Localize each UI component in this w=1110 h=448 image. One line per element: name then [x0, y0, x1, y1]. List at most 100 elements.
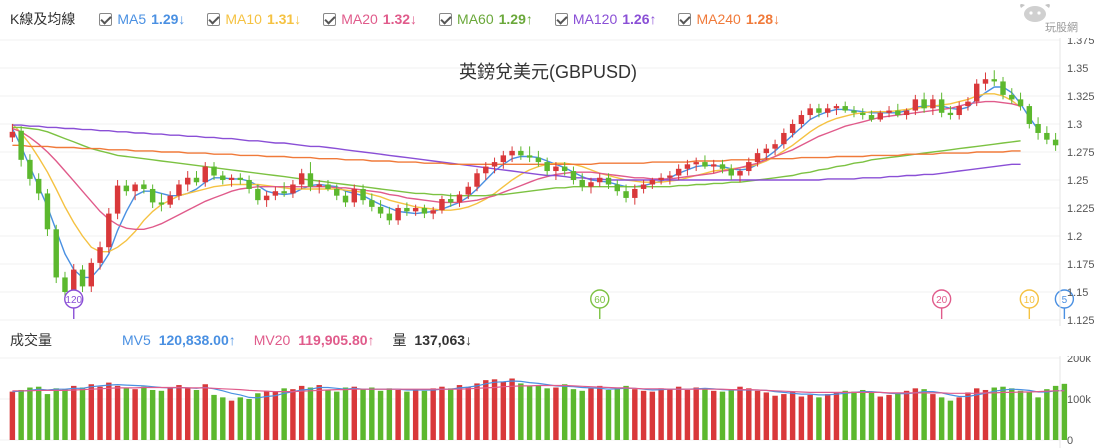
- candle-body: [71, 269, 77, 292]
- volume-bar: [947, 400, 954, 440]
- volume-bar: [1052, 385, 1059, 440]
- candle-body: [18, 130, 24, 160]
- candle-body: [570, 171, 577, 180]
- candlestick: [860, 108, 866, 120]
- candle-body: [211, 166, 217, 176]
- ma20-toggle[interactable]: MA20 1.32 ↓: [323, 11, 417, 27]
- mv5-label: MV5: [122, 332, 151, 348]
- candlestick: [325, 180, 331, 192]
- candle-body: [334, 188, 340, 196]
- ma5-checkbox[interactable]: [99, 12, 113, 26]
- candlestick: [132, 182, 138, 201]
- candlestick: [281, 182, 287, 197]
- candlestick: [868, 110, 875, 122]
- marker-label: 5: [1062, 295, 1068, 306]
- candlestick: [798, 110, 805, 129]
- mv20-legend: MV20 119,905.80↑: [254, 332, 375, 348]
- candle-body: [965, 101, 971, 107]
- candle-body: [903, 110, 910, 116]
- mv20-value: 119,905.80: [298, 332, 368, 348]
- candle-body: [860, 112, 866, 116]
- candlestick: [623, 184, 629, 203]
- candlestick: [912, 94, 919, 116]
- candlestick: [754, 148, 761, 167]
- ma20-checkbox[interactable]: [323, 12, 337, 26]
- candle-body: [807, 108, 813, 116]
- ma10-label: MA10: [225, 11, 262, 27]
- candle-body: [710, 164, 717, 167]
- volume-bar: [106, 382, 112, 440]
- candlestick: [965, 97, 971, 111]
- volume-bar: [544, 388, 550, 440]
- volume-bar: [921, 389, 927, 440]
- candle-body: [684, 164, 691, 169]
- ma60-checkbox[interactable]: [439, 12, 453, 26]
- ma-marker-120[interactable]: 120: [64, 289, 84, 319]
- ma-marker-20[interactable]: 20: [931, 289, 952, 319]
- ma-period-markers: 120 60 20 10 5: [64, 289, 1075, 319]
- price-tick-label: 1.175: [1067, 259, 1095, 271]
- price-tick-label: 1.25: [1067, 175, 1088, 187]
- candlestick: [439, 195, 445, 214]
- volume-bar: [114, 385, 121, 440]
- ma10-checkbox[interactable]: [207, 12, 221, 26]
- ma10-toggle[interactable]: MA10 1.31 ↓: [207, 11, 301, 27]
- ma5-toggle[interactable]: MA5 1.29 ↓: [99, 11, 185, 27]
- logo-text: 玩股網: [1045, 22, 1078, 34]
- candlestick: [746, 157, 752, 176]
- candlestick: [412, 204, 419, 216]
- candlestick: [220, 171, 226, 185]
- price-tick-label: 1.2: [1067, 231, 1082, 243]
- marker-circle: [1019, 289, 1040, 309]
- volume-bar: [79, 387, 86, 440]
- volume-bar: [675, 386, 682, 440]
- candlestick: [88, 258, 95, 292]
- volume-bar: [930, 394, 936, 440]
- volume-bar: [938, 397, 945, 440]
- volume-bar: [614, 387, 621, 440]
- ma240-toggle[interactable]: MA240 1.28 ↓: [678, 11, 780, 27]
- candlestick: [973, 79, 980, 107]
- candlestick: [184, 171, 191, 192]
- candlestick: [675, 164, 682, 180]
- ma60-toggle[interactable]: MA60 1.29 ↑: [439, 11, 533, 27]
- ma240-checkbox[interactable]: [678, 12, 692, 26]
- candle-body: [106, 213, 112, 248]
- candlestick: [509, 146, 515, 163]
- candlestick-legend-title: K線及均線: [10, 11, 76, 27]
- volume-label: 量: [392, 332, 407, 348]
- marker-label: 10: [1024, 295, 1036, 306]
- volume-bar: [158, 390, 165, 440]
- ma20-arrow: ↓: [410, 11, 418, 27]
- candle-body: [430, 210, 436, 214]
- marker-circle: [64, 289, 84, 309]
- volume-bar: [149, 389, 156, 440]
- candle-body: [202, 166, 208, 183]
- volume-bar: [325, 389, 331, 440]
- candle-body: [1009, 94, 1015, 100]
- volume-bar: [334, 391, 340, 440]
- volume-bar: [886, 394, 892, 440]
- candle-body: [614, 184, 621, 192]
- candle-body: [132, 184, 138, 192]
- candle-body: [465, 186, 471, 195]
- ma-marker-10[interactable]: 10: [1019, 289, 1040, 319]
- volume-bars: [9, 378, 1068, 440]
- volume-bar: [430, 388, 436, 440]
- price-tick-label: 1.3: [1067, 119, 1082, 131]
- candle-body: [9, 131, 16, 138]
- candle-body: [719, 164, 726, 169]
- candlestick: [824, 103, 831, 118]
- candle-body: [509, 150, 515, 156]
- ma120-toggle[interactable]: MA120 1.26 ↑: [554, 11, 656, 27]
- ma120-checkbox[interactable]: [554, 12, 568, 26]
- candle-body: [176, 184, 182, 196]
- candlestick: [193, 171, 200, 186]
- ma-marker-60[interactable]: 60: [590, 289, 610, 319]
- candle-body: [579, 180, 585, 187]
- candle-body: [754, 153, 761, 163]
- candle-body: [1017, 99, 1024, 107]
- candlestick: [991, 70, 997, 86]
- volume-bar: [912, 388, 919, 440]
- candle-body: [561, 166, 568, 172]
